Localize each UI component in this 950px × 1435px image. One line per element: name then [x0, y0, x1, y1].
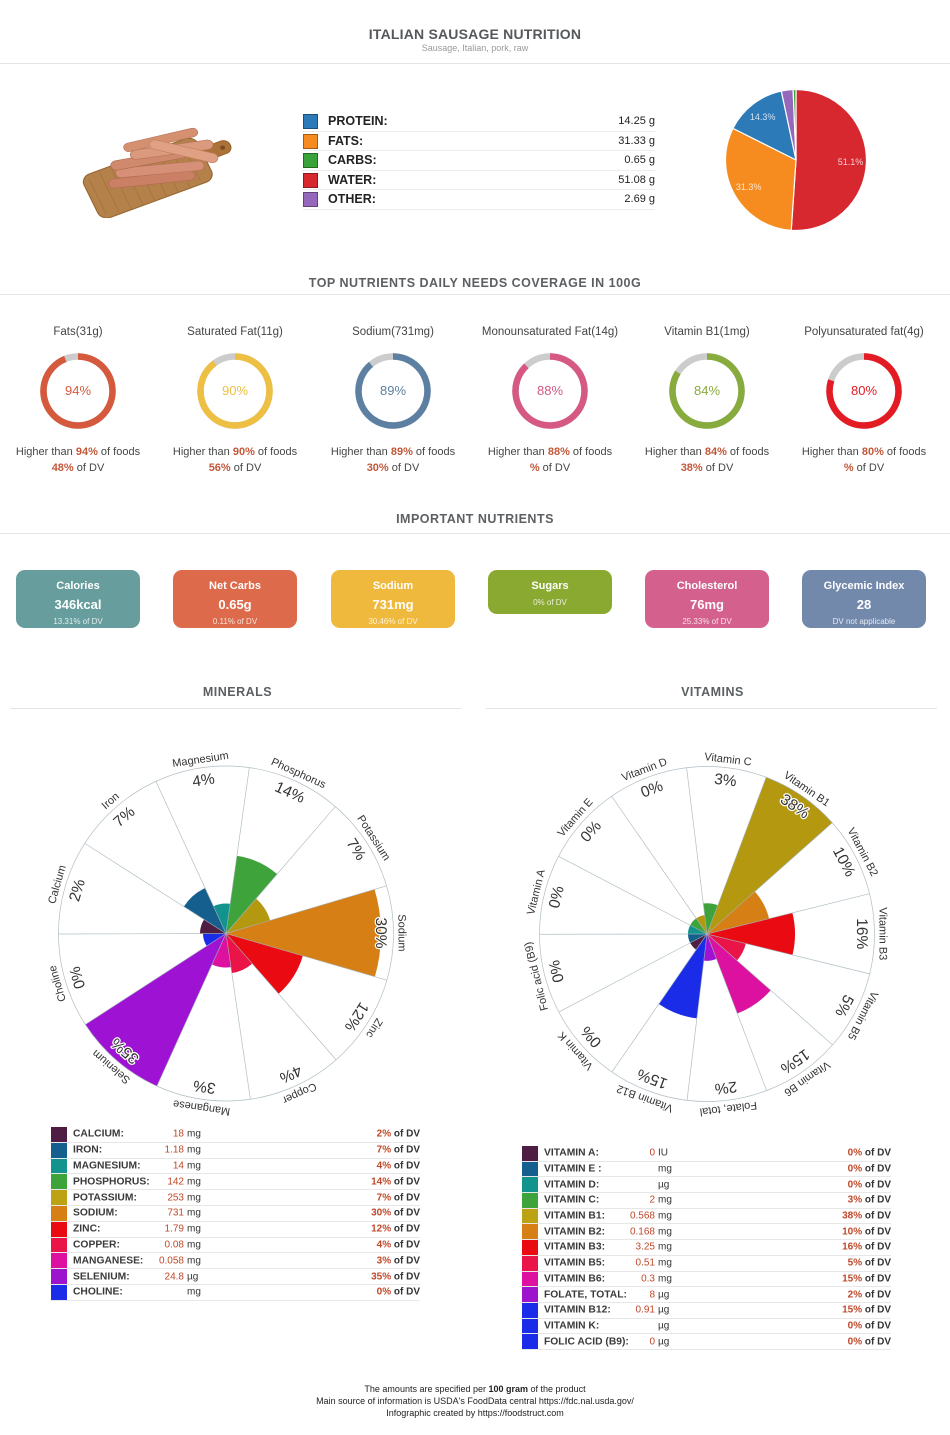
svg-text:0%: 0%	[639, 778, 666, 802]
svg-text:7%: 7%	[110, 803, 138, 831]
svg-text:Iron: Iron	[100, 790, 122, 812]
svg-text:0%: 0%	[546, 884, 568, 910]
svg-text:94%: 94%	[65, 383, 91, 398]
svg-text:0%: 0%	[577, 818, 605, 846]
svg-text:Magnesium: Magnesium	[171, 750, 229, 770]
svg-text:15%: 15%	[635, 1065, 670, 1092]
svg-text:16%: 16%	[853, 918, 870, 949]
svg-text:3%: 3%	[713, 771, 737, 791]
svg-text:89%: 89%	[380, 383, 406, 398]
svg-text:30%: 30%	[372, 917, 389, 948]
svg-text:Zinc: Zinc	[363, 1016, 385, 1040]
svg-text:Sodium: Sodium	[395, 914, 407, 951]
svg-text:10%: 10%	[829, 844, 859, 880]
svg-text:5%: 5%	[831, 992, 857, 1020]
svg-text:3%: 3%	[192, 1076, 217, 1096]
svg-text:14%: 14%	[272, 779, 307, 807]
svg-text:Manganese: Manganese	[172, 1097, 231, 1117]
svg-text:80%: 80%	[851, 383, 877, 398]
svg-text:Vitamin B3: Vitamin B3	[876, 907, 888, 960]
svg-text:51.1%: 51.1%	[838, 157, 864, 167]
svg-text:2%: 2%	[66, 877, 89, 903]
svg-text:0%: 0%	[67, 964, 90, 991]
svg-text:4%: 4%	[191, 771, 216, 791]
svg-text:4%: 4%	[277, 1061, 305, 1086]
svg-text:31.3%: 31.3%	[736, 182, 762, 192]
svg-text:Folic acid (B9): Folic acid (B9)	[522, 941, 551, 1012]
svg-text:2%: 2%	[713, 1077, 738, 1097]
svg-text:14.3%: 14.3%	[750, 112, 776, 122]
svg-text:0%: 0%	[578, 1022, 606, 1050]
svg-text:Choline: Choline	[47, 964, 69, 1003]
svg-text:84%: 84%	[694, 383, 720, 398]
svg-text:0%: 0%	[546, 958, 568, 984]
svg-text:88%: 88%	[537, 383, 563, 398]
svg-text:Vitamin D: Vitamin D	[620, 756, 669, 784]
svg-text:Vitamin C: Vitamin C	[704, 751, 753, 769]
svg-text:90%: 90%	[222, 383, 248, 398]
